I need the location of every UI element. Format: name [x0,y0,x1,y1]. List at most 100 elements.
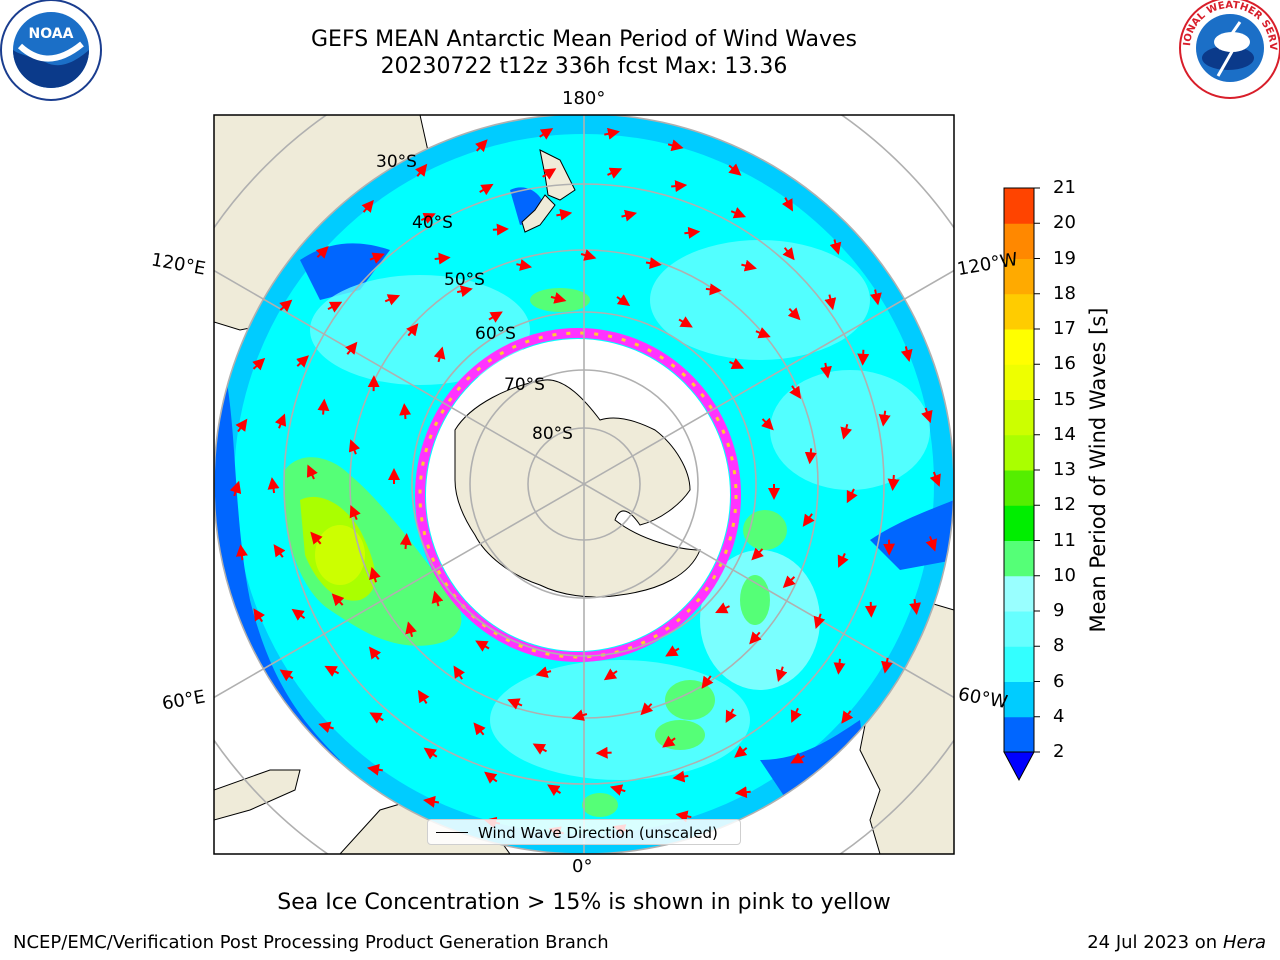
wind-wave-arrow [728,163,742,176]
wind-wave-arrow [431,590,444,607]
map-legend: Wind Wave Direction (unscaled) [427,819,741,845]
colorbar-tick-label: 18 [1053,282,1076,304]
wind-wave-arrow [484,771,498,784]
wind-wave-arrow [846,488,858,504]
wind-wave-arrow [229,480,242,497]
wind-wave-arrow [274,413,287,429]
wind-wave-arrow [507,698,523,710]
wind-wave-arrow [749,631,762,645]
colorbar-band [1004,505,1034,541]
parallel-label-50s: 50°S [444,270,485,290]
footer-credit: NCEP/EMC/Verification Post Processing Pr… [13,932,609,953]
wind-wave-arrow [417,689,430,704]
meridian-label-0: 0° [572,856,593,877]
wind-wave-arrow [701,675,714,689]
wind-wave-arrow [813,613,826,629]
legend-label: Wind Wave Direction (unscaled) [478,824,718,842]
wind-wave-arrow [751,547,764,561]
wind-wave-arrow [475,139,488,153]
wind-wave-arrow [479,183,494,196]
nws-logo: NATIONAL WEATHER SERVICE [0,0,1280,99]
wind-wave-arrow [802,513,815,527]
colorbar-tick-label: 9 [1053,600,1065,621]
colorbar-tick-label: 10 [1053,564,1076,586]
wind-wave-arrow [640,702,654,716]
wind-wave-arrow [678,316,693,328]
wind-wave-arrow [291,608,306,621]
wind-wave-arrow [921,407,933,424]
wind-wave-arrow [434,252,451,265]
colorbar-band [1004,364,1034,400]
wind-wave-arrow [782,247,795,261]
wind-wave-arrow [253,608,266,623]
wind-wave-arrow [824,294,837,311]
wind-wave-arrow [929,471,941,487]
wind-wave-arrow [789,385,802,399]
colorbar-band [1004,681,1034,718]
wind-wave-arrow [857,349,870,366]
wind-wave-arrow [841,710,854,724]
wind-wave-arrow [878,410,891,427]
colorbar-band [1004,293,1034,330]
colorbar-band [1004,611,1034,647]
wind-wave-arrow [535,666,552,678]
wind-wave-arrow [369,252,385,264]
wind-wave-arrow [279,299,293,313]
parallel-label-80s: 80°S [532,424,573,444]
wind-wave-arrow [672,770,689,783]
wind-wave-arrow [869,289,882,306]
wind-wave-arrow [603,668,618,681]
wind-wave-arrow [909,598,922,615]
wind-wave-arrow [820,362,832,379]
parallel-label-40s: 40°S [412,213,453,233]
colorbar-band [1004,575,1034,612]
wind-wave-arrow [829,239,842,255]
wind-wave-arrow [361,199,374,213]
colorbar-tick-label: 13 [1053,459,1076,480]
colorbar-tick-label: 21 [1053,177,1076,198]
wind-wave-arrow [433,346,446,363]
wind-wave-arrow [790,752,805,764]
wind-wave-arrow [306,464,318,480]
colorbar-tick-label: 6 [1053,670,1065,692]
wind-wave-arrow [607,167,623,179]
wind-wave-arrow [547,784,562,796]
wind-wave-arrow [367,763,383,776]
wind-wave-arrow [406,323,419,337]
wind-wave-arrow [473,722,486,736]
colorbar-label: Mean Period of Wind Waves [s] [1086,307,1110,633]
wind-wave-arrow [423,795,440,808]
wind-wave-arrow [734,745,748,758]
wind-wave-arrow [621,209,638,222]
wind-wave-arrow [532,743,547,755]
colorbar-band [1004,329,1034,365]
wind-wave-arrow [399,533,412,550]
colorbar-tick-label: 8 [1053,635,1065,657]
wind-wave-arrow [864,601,877,618]
wind-wave-arrow [595,746,612,759]
wind-wave-arrow [833,658,846,675]
wind-wave-arrow [318,721,334,734]
colorbar [1003,187,1040,782]
wind-wave-arrow [405,621,417,638]
wind-wave-arrow [837,552,849,568]
wind-wave-arrow [662,735,676,748]
colorbar-band [1004,258,1034,295]
wind-wave-arrow [317,398,330,415]
nws-logo-text: NATIONAL WEATHER SERVICE [0,0,1278,51]
wind-wave-arrow [571,709,588,721]
colorbar-tick-label: 16 [1053,353,1076,375]
wind-wave-arrow [267,477,280,494]
colorbar-band [1004,434,1034,471]
wind-wave-arrow [516,259,533,271]
wind-wave-arrow [755,327,771,339]
footer-date-text: 24 Jul 2023 on [1087,932,1223,953]
colorbar-band [1004,716,1034,753]
colorbar-tick-label: 15 [1053,388,1076,410]
legend-line-swatch [436,832,468,833]
wind-wave-arrow [684,226,701,239]
wind-wave-arrow [775,666,788,683]
colorbar-tick-label: 2 [1053,741,1065,762]
figure-subtitle: 20230722 t12z 336h fcst Max: 13.36 [380,54,788,79]
